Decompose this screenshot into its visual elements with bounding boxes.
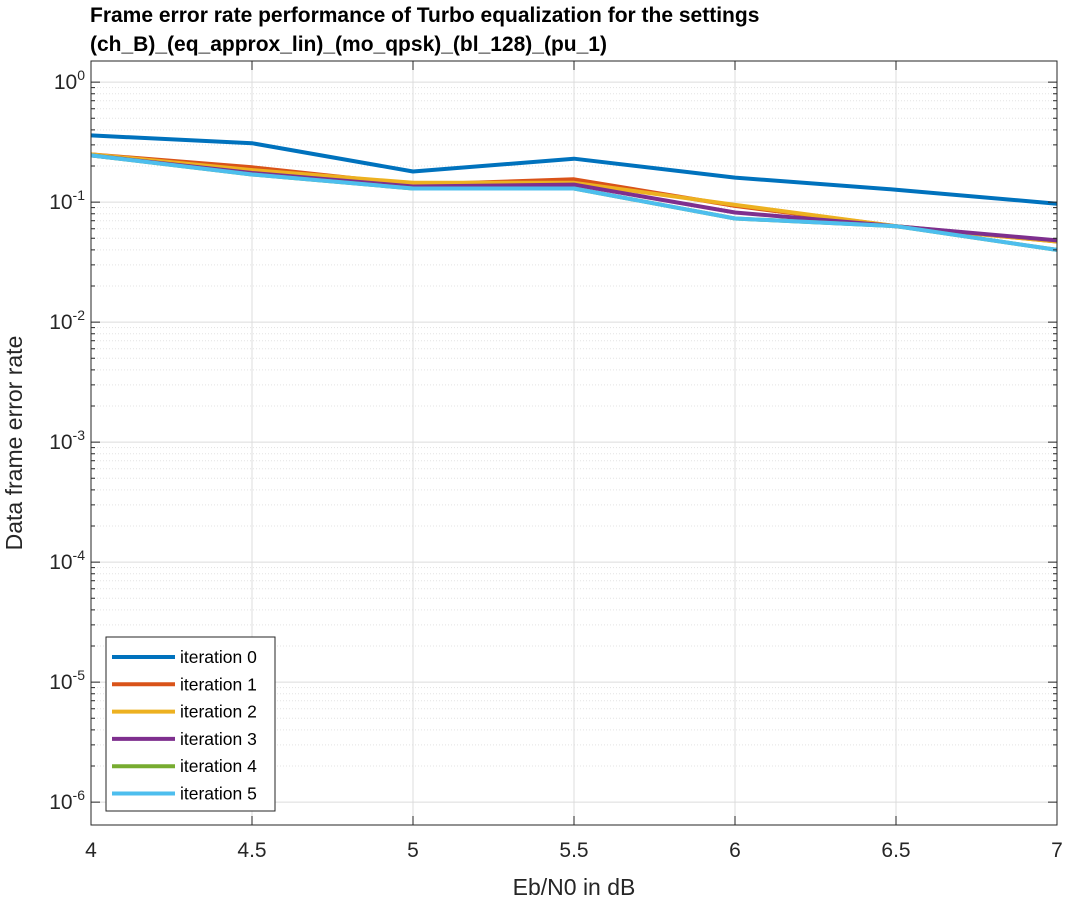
legend-label-iteration-1: iteration 1 — [180, 674, 257, 694]
y-tick-label: 10-2 — [49, 307, 85, 334]
x-tick-label: 6 — [729, 839, 741, 862]
y-tick-labels: 100 10-1 10-2 10-3 10-4 10-5 10-6 — [49, 67, 85, 814]
legend-label-iteration-2: iteration 2 — [180, 702, 257, 722]
y-tick-label: 10-6 — [49, 787, 85, 814]
y-tick-label: 100 — [54, 67, 85, 94]
y-tick-label: 10-4 — [49, 547, 85, 574]
x-tick-label: 4.5 — [237, 839, 266, 862]
x-tick-label: 7 — [1051, 839, 1063, 862]
legend-box — [105, 636, 276, 812]
x-tick-labels: 4 4.5 5 5.5 6 6.5 7 — [85, 839, 1063, 862]
legend: iteration 0 iteration 1 iteration 2 iterati… — [105, 636, 276, 812]
x-tick-label: 5 — [407, 839, 419, 862]
data-series — [90, 133, 1058, 252]
x-tick-label: 5.5 — [559, 839, 588, 862]
chart-title-line-2: (ch_B)_(eq_approx_lin)_(mo_qpsk)_(bl_128… — [90, 33, 607, 56]
series-line-iteration-0 — [90, 133, 1058, 206]
legend-label-iteration-5: iteration 5 — [180, 784, 257, 804]
y-tick-label: 10-3 — [49, 427, 85, 454]
axis-ticks — [90, 61, 1058, 825]
x-tick-label: 6.5 — [881, 839, 910, 862]
legend-label-iteration-0: iteration 0 — [180, 647, 257, 667]
y-axis-label: Data frame error rate — [1, 336, 27, 551]
y-tick-label: 10-1 — [49, 187, 85, 214]
grid — [90, 61, 1058, 825]
chart-title-line-1: Frame error rate performance of Turbo eq… — [90, 4, 759, 27]
legend-label-iteration-4: iteration 4 — [180, 756, 257, 776]
series-line-iteration-5 — [90, 153, 1058, 252]
y-tick-label: 10-5 — [49, 667, 85, 694]
x-axis-label: Eb/N0 in dB — [513, 874, 636, 900]
legend-label-iteration-3: iteration 3 — [180, 729, 257, 749]
x-tick-label: 4 — [85, 839, 97, 862]
